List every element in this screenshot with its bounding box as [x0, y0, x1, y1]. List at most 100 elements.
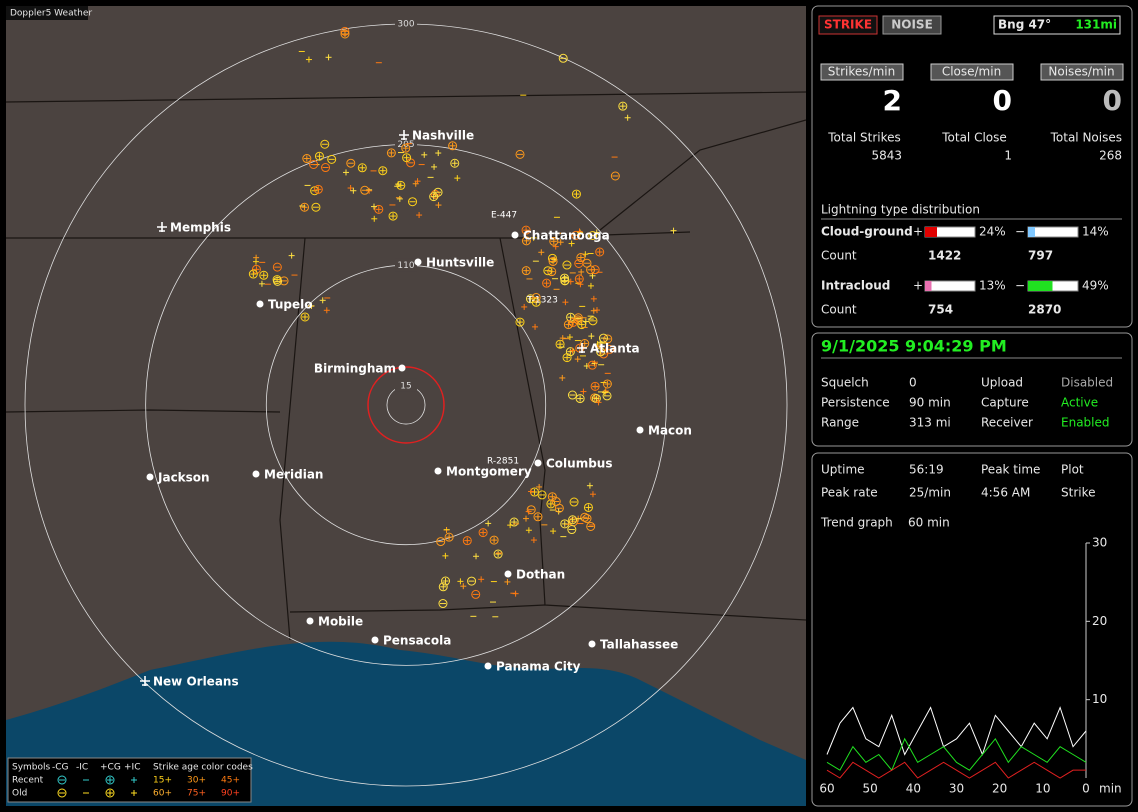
close-ring — [367, 366, 445, 444]
strike-symbol — [567, 525, 577, 535]
noise-button-label[interactable]: NOISE — [891, 18, 933, 32]
strike-symbol — [321, 163, 331, 173]
airport-icon — [577, 343, 587, 353]
strike-symbol — [308, 302, 315, 309]
strike-symbol — [435, 150, 442, 157]
bearing-box — [993, 15, 1121, 35]
strike-symbol — [378, 166, 388, 176]
total-value: 268 — [1099, 149, 1122, 163]
strike-symbol — [587, 360, 597, 370]
strike-symbol — [319, 297, 326, 304]
strike-symbol — [595, 399, 602, 406]
strike-ring — [576, 253, 586, 263]
status-text: 90 min — [909, 396, 951, 410]
city-label: Huntsville — [426, 256, 494, 270]
strike-symbol — [444, 532, 454, 542]
ring-label-bg — [395, 258, 417, 272]
strike-ring — [569, 497, 579, 507]
strike-symbol — [457, 578, 464, 585]
strike-symbol — [605, 344, 615, 354]
strike-symbol — [325, 54, 332, 61]
strike-symbol — [537, 490, 547, 500]
strike-symbol — [566, 334, 573, 341]
strike-ring — [586, 265, 596, 275]
strike-symbol — [340, 29, 350, 39]
strike-ring — [320, 139, 330, 149]
strike-ring — [610, 171, 620, 181]
strike-symbol — [471, 589, 481, 599]
strike-symbol — [573, 315, 583, 325]
strike-ring — [558, 53, 568, 63]
strike-ring — [360, 185, 370, 195]
strike-symbol — [525, 508, 532, 515]
percent: 14% — [1082, 225, 1109, 239]
strike-ring — [311, 202, 321, 212]
strike-symbol — [582, 318, 589, 325]
strike-symbol — [586, 521, 596, 531]
ring-label-bg — [395, 17, 417, 30]
status-text: 313 mi — [909, 416, 951, 430]
strike-symbol — [566, 312, 576, 322]
status-text: Capture — [981, 396, 1029, 410]
strike-symbol — [563, 320, 573, 330]
stats-text: Plot — [1061, 463, 1084, 477]
strike-symbol — [360, 185, 370, 195]
strike-symbol — [565, 347, 575, 357]
percent: 49% — [1082, 279, 1109, 293]
title-box — [6, 6, 88, 20]
strike-symbol — [507, 522, 514, 529]
map: Doppler5 Weather 15 110 205 300 Nashville Mem… — [5, 6, 807, 806]
strike-symbol — [323, 307, 330, 314]
stats-text: Uptime — [821, 463, 865, 477]
strike-symbol — [569, 497, 579, 507]
strike-ring — [396, 180, 406, 190]
city-label: Jackson — [157, 471, 210, 485]
strike-symbol — [533, 512, 543, 522]
legend-age: 75+ — [187, 789, 206, 799]
bar-fill — [925, 227, 937, 237]
strike-symbol — [302, 154, 312, 164]
bar-track — [1027, 226, 1079, 238]
strike-symbol — [314, 151, 324, 161]
strike-symbol — [588, 333, 595, 340]
side-panel: STRIKE NOISE Bng 47° 131mi Lightning typ… — [811, 5, 1133, 807]
datetime: 9/1/2025 9:04:29 PM — [821, 337, 1007, 356]
panel-box — [811, 452, 1133, 807]
legend-column: +CG — [100, 763, 121, 773]
x-tick-label: 10 — [1035, 782, 1050, 796]
noise-button[interactable] — [882, 15, 942, 35]
city-dot — [146, 473, 154, 481]
legend-symbol — [57, 788, 67, 798]
strike-symbol — [305, 56, 312, 63]
strike-symbol — [590, 295, 597, 302]
legend-symbol — [105, 788, 115, 798]
strike-symbol — [550, 528, 557, 535]
strike-symbol — [515, 317, 525, 327]
strike-symbol — [583, 502, 593, 512]
strike-ring — [521, 236, 531, 246]
strike-symbol — [593, 307, 600, 314]
rate-value: 0 — [993, 84, 1012, 117]
strike-ring — [567, 390, 577, 400]
strike-symbol — [416, 212, 423, 219]
legend-row-label: Old — [12, 789, 27, 799]
strike-symbol — [526, 505, 536, 515]
strike-symbol — [554, 503, 564, 513]
strike-symbol — [521, 303, 528, 310]
strike-symbol — [530, 537, 537, 544]
stats-text: 56:19 — [909, 463, 944, 477]
strike-ring — [248, 269, 258, 279]
strike-symbol — [429, 192, 439, 202]
strike-button[interactable] — [818, 15, 878, 35]
ring-label: 110 — [397, 261, 414, 271]
strike-symbol — [588, 316, 598, 326]
strike-ring — [598, 333, 608, 343]
strike-symbol — [586, 482, 593, 489]
bar-fill — [1028, 281, 1053, 291]
strike-symbol — [309, 159, 319, 169]
strike-button-label[interactable]: STRIKE — [824, 18, 872, 32]
percent: 24% — [979, 225, 1006, 239]
city-label: New Orleans — [153, 675, 239, 689]
strike-symbol — [610, 171, 620, 181]
strike-ring — [327, 154, 337, 164]
